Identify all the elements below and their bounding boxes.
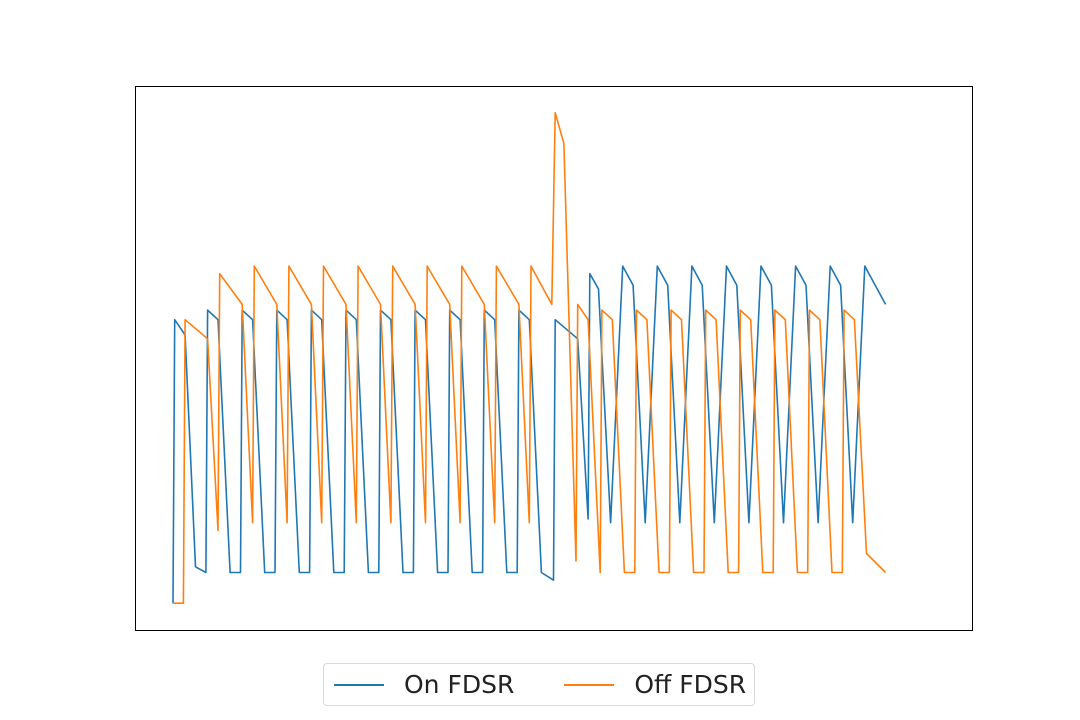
series-layer [172, 112, 887, 604]
plot-area-frame [135, 86, 973, 631]
legend-swatch-on-fdsr [334, 683, 384, 686]
legend-item-off-fdsr: Off FDSR [564, 670, 746, 699]
legend-label-on-fdsr: On FDSR [404, 670, 515, 699]
legend-swatch-off-fdsr [564, 683, 615, 686]
legend: On FDSR Off FDSR [323, 663, 755, 706]
legend-item-on-fdsr: On FDSR [334, 670, 514, 699]
legend-label-off-fdsr: Off FDSR [634, 670, 747, 699]
series-line-off-fdsr [173, 112, 887, 604]
series-line-on-fdsr [172, 265, 887, 604]
